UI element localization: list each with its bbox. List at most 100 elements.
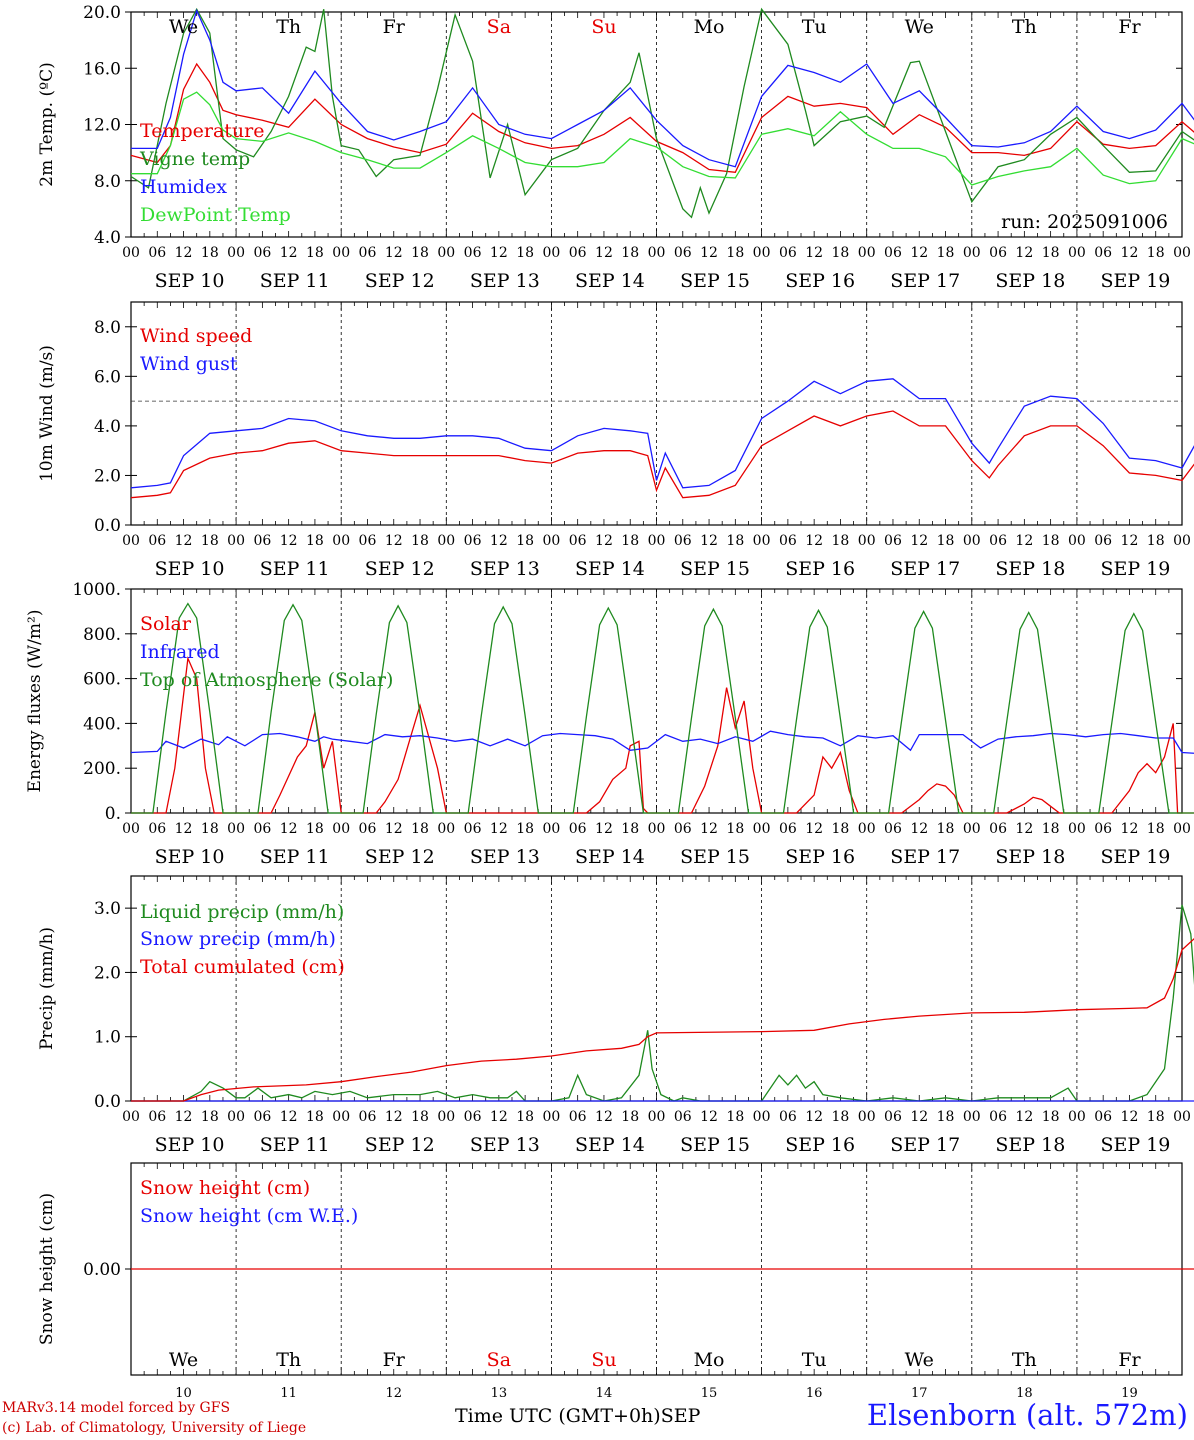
hour-label: 06 (884, 245, 902, 261)
day-name: Th (1012, 1349, 1037, 1371)
y-axis-title: Precip (mm/h) (37, 927, 57, 1050)
day-number: 11 (280, 1386, 297, 1401)
hour-label: 12 (910, 1109, 928, 1125)
hour-label: 18 (516, 245, 534, 261)
hour-label: 18 (411, 821, 429, 837)
hour-label: 12 (700, 533, 718, 549)
hour-label: 06 (253, 245, 271, 261)
date-label: SEP 19 (1101, 270, 1171, 292)
hour-label: 06 (359, 533, 377, 549)
hour-label: 06 (569, 821, 587, 837)
hour-label: 06 (464, 245, 482, 261)
date-label: SEP 15 (680, 846, 750, 868)
hour-label: 18 (832, 245, 850, 261)
hour-label: 12 (1121, 533, 1139, 549)
hour-label: 06 (989, 1109, 1007, 1125)
legend-entry: DewPoint Temp (140, 204, 291, 226)
hour-label: 06 (674, 1109, 692, 1125)
time-axis-label: Time UTC (GMT+0h)SEP (455, 1405, 700, 1427)
hour-label: 18 (937, 245, 955, 261)
time-axis-month: SEP (660, 1405, 701, 1427)
series-wind-speed (130, 410, 1194, 499)
hour-label: 06 (1094, 533, 1112, 549)
hour-label: 06 (989, 533, 1007, 549)
date-label: SEP 11 (260, 558, 330, 580)
date-label: SEP 18 (995, 1134, 1065, 1156)
hour-label: 00 (753, 245, 771, 261)
hour-label: 00 (963, 1109, 981, 1125)
hour-label: 06 (1094, 245, 1112, 261)
hour-label: 06 (148, 821, 166, 837)
hour-label: 12 (490, 1109, 508, 1125)
day-number: 17 (911, 1386, 928, 1401)
y-tick-label: 0.0 (94, 1092, 121, 1112)
hour-label: 00 (648, 533, 666, 549)
hour-label: 12 (805, 821, 823, 837)
legend-entry: Snow height (cm W.E.) (140, 1205, 358, 1227)
y-tick-label: 200. (83, 759, 121, 779)
date-label: SEP 14 (575, 846, 645, 868)
hour-label: 12 (805, 245, 823, 261)
hour-label: 12 (910, 821, 928, 837)
hour-label: 12 (595, 821, 613, 837)
hour-label: 12 (595, 245, 613, 261)
day-number: 16 (806, 1386, 823, 1401)
series-total-cumulated-cm- (131, 938, 1194, 1102)
panel-frame (130, 588, 1183, 814)
date-label: SEP 18 (995, 270, 1065, 292)
hour-label: 00 (122, 245, 140, 261)
day-name: We (905, 1349, 934, 1371)
day-name: Th (276, 16, 301, 38)
hour-label: 06 (884, 1109, 902, 1125)
hour-label: 06 (674, 533, 692, 549)
date-label: SEP 16 (785, 558, 855, 580)
hour-label: 00 (437, 533, 455, 549)
hour-label: 00 (1173, 1109, 1191, 1125)
hour-label: 12 (280, 821, 298, 837)
y-tick-label: 16.0 (83, 59, 121, 79)
hour-label: 18 (411, 1109, 429, 1125)
legend-entry: Temperature (140, 120, 264, 142)
date-label: SEP 19 (1101, 846, 1171, 868)
hour-label: 12 (1121, 1109, 1139, 1125)
hour-label: 12 (385, 533, 403, 549)
hour-label: 18 (306, 821, 324, 837)
run-annotation: run: 2025091006 (1001, 211, 1168, 233)
hour-label: 18 (832, 533, 850, 549)
hour-label: 12 (175, 1109, 193, 1125)
date-label: SEP 16 (785, 846, 855, 868)
hour-label: 12 (385, 1109, 403, 1125)
day-name: We (169, 16, 198, 38)
day-number: 18 (1016, 1386, 1033, 1401)
series-solar (131, 655, 1194, 814)
hour-label: 00 (963, 245, 981, 261)
date-label: SEP 11 (260, 1134, 330, 1156)
hour-label: 18 (306, 1109, 324, 1125)
series-top-of-atmosphere-solar- (131, 602, 1194, 814)
y-tick-label: 4.0 (94, 417, 121, 437)
hour-label: 18 (516, 1109, 534, 1125)
y-tick-label: 6.0 (94, 367, 121, 387)
hour-label: 06 (779, 245, 797, 261)
hour-label: 12 (280, 533, 298, 549)
hour-label: 00 (753, 533, 771, 549)
hour-label: 00 (753, 1109, 771, 1125)
date-label: SEP 15 (680, 1134, 750, 1156)
y-axis-title: 2m Temp. (ºC) (37, 62, 57, 187)
legend-entry: Wind gust (140, 353, 238, 375)
hour-label: 18 (1042, 533, 1060, 549)
day-number: 19 (1121, 1386, 1138, 1401)
day-name: Sa (487, 16, 511, 38)
date-label: SEP 13 (470, 270, 540, 292)
hour-label: 18 (621, 821, 639, 837)
hour-label: 12 (175, 821, 193, 837)
day-name: Su (591, 16, 616, 38)
date-label: SEP 19 (1101, 558, 1171, 580)
hour-label: 06 (464, 533, 482, 549)
hour-label: 18 (1147, 533, 1165, 549)
hour-label: 00 (648, 1109, 666, 1125)
day-name: Su (591, 1349, 616, 1371)
hour-label: 18 (201, 821, 219, 837)
hour-label: 00 (332, 821, 350, 837)
hour-label: 06 (989, 245, 1007, 261)
